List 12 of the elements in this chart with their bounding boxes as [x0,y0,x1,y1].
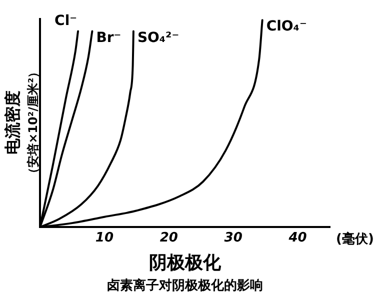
x-tick-label: 40 [288,230,307,246]
y-axis-title: 电流密度（安培×10²/厘米²） [3,66,40,180]
text: 卤素离子对阴极极化的影响 [107,278,263,294]
x-tick-label: 10 [95,230,114,246]
x-tick-label: 30 [224,230,242,246]
series-label: Cl⁻ [54,12,78,29]
series-label: Br⁻ [96,30,122,46]
series-label: ClO₄⁻ [266,18,307,35]
text: (毫伏) [336,231,374,248]
x-axis-title: 阴极极化 [149,252,222,274]
x-tick-label: 20 [160,230,178,246]
series-label: SO₄²⁻ [137,30,180,46]
